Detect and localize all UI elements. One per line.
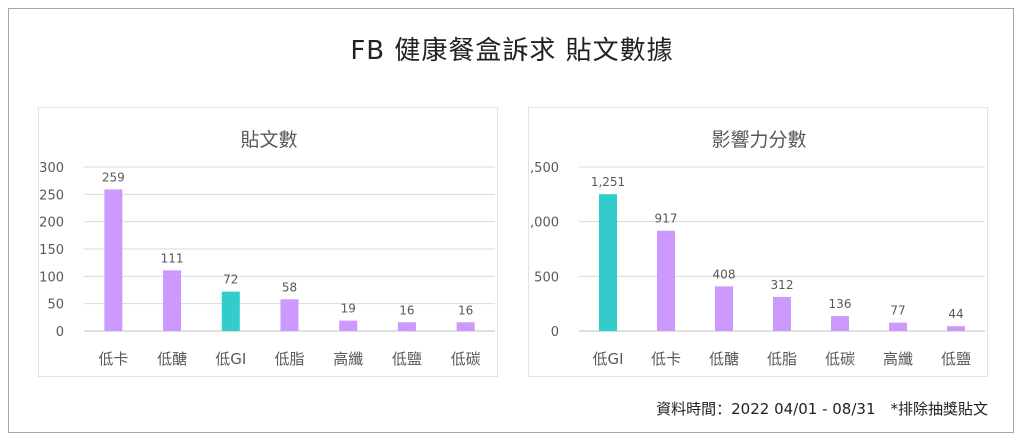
data-label: 136 (829, 297, 852, 311)
data-label: 312 (771, 278, 794, 292)
x-tick-label: 低脂 (767, 350, 797, 368)
y-tick-label: 250 (39, 188, 64, 203)
x-tick-label: 低碳 (451, 350, 481, 368)
bar (221, 291, 240, 331)
x-tick-label: 低鹽 (392, 350, 422, 368)
x-tick-label: 低卡 (98, 350, 128, 368)
y-tick-label: 150 (39, 243, 64, 258)
chart-title: 貼文數 (240, 129, 297, 151)
data-label: 408 (713, 267, 736, 281)
y-tick-label: 1,500 (529, 161, 559, 176)
post-count-chart-panel: 貼文數 0 50 100 150 200 250 300 259 低卡 111 低醣 72 低GI 58 低脂… (38, 107, 498, 377)
bar (947, 326, 965, 331)
data-label: 16 (399, 303, 414, 317)
bar (599, 194, 617, 331)
bar (889, 322, 907, 331)
bar (280, 299, 299, 331)
x-tick-label: 低GI (592, 350, 623, 368)
y-tick-label: 200 (39, 216, 64, 231)
data-label: 259 (102, 170, 125, 184)
y-tick-label: 0 (56, 325, 64, 340)
data-label: 16 (458, 303, 473, 317)
y-tick-label: 50 (47, 298, 64, 313)
influence-score-chart: 影響力分數 0 500 1,000 1,500 1,251 低GI 917 低卡 408 低醣 312… (529, 129, 985, 368)
data-label: 72 (223, 273, 238, 287)
y-tick-label: 300 (39, 161, 64, 176)
data-label: 58 (282, 280, 297, 294)
x-tick-label: 低醣 (709, 350, 739, 368)
y-tick-label: 1,000 (529, 216, 559, 231)
influence-score-chart-panel: 影響力分數 0 500 1,000 1,500 1,251 低GI 917 低卡 408 低醣 312… (528, 107, 988, 377)
x-tick-label: 低鹽 (941, 350, 971, 368)
data-label: 77 (890, 304, 905, 318)
data-label: 19 (341, 302, 356, 316)
bar (657, 230, 675, 331)
page-title: FB 健康餐盒訴求 貼文數據 (350, 36, 674, 66)
x-tick-label: 低碳 (825, 350, 855, 368)
x-tick-label: 低GI (215, 350, 246, 368)
bar (163, 270, 182, 331)
post-count-chart: 貼文數 0 50 100 150 200 250 300 259 低卡 111 低醣 72 低GI 58 低脂… (39, 129, 495, 368)
bar (831, 316, 849, 331)
data-label: 1,251 (591, 175, 625, 189)
x-tick-label: 高纖 (333, 350, 363, 368)
chart-title: 影響力分數 (711, 129, 806, 151)
x-tick-label: 低脂 (274, 350, 304, 368)
x-tick-label: 低卡 (651, 350, 681, 368)
y-tick-label: 0 (551, 325, 559, 340)
data-label: 111 (161, 251, 184, 265)
bar (456, 322, 475, 331)
y-tick-label: 500 (534, 270, 559, 285)
data-label: 917 (655, 212, 678, 226)
data-label: 44 (948, 307, 963, 321)
bar (339, 320, 358, 331)
bar (773, 296, 791, 331)
bar (397, 322, 416, 331)
bar (104, 189, 123, 331)
bar (715, 286, 733, 331)
x-tick-label: 高纖 (883, 350, 913, 368)
x-tick-label: 低醣 (157, 350, 187, 368)
data-period-footnote: 資料時間：2022 04/01 - 08/31 *排除抽獎貼文 (656, 400, 988, 418)
y-tick-label: 100 (39, 270, 64, 285)
